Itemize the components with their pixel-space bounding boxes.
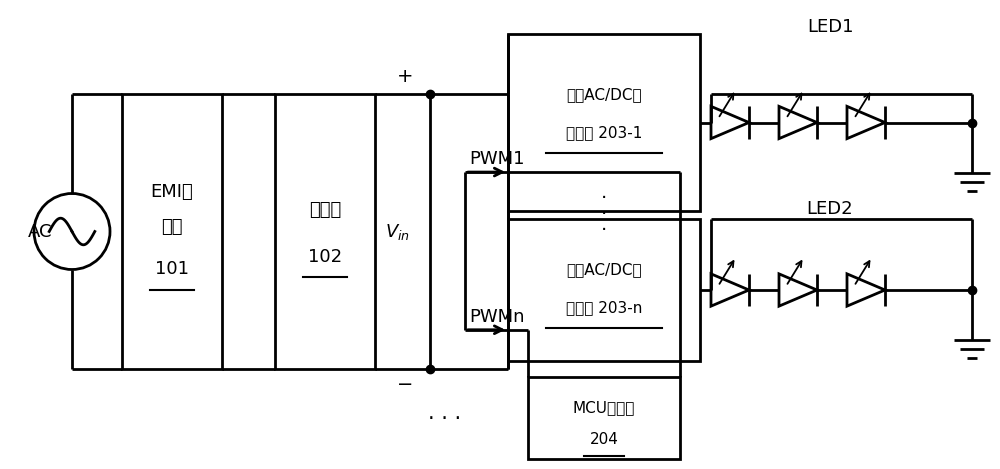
- Text: 单级AC/DC恒: 单级AC/DC恒: [566, 263, 642, 278]
- Text: AC: AC: [28, 222, 52, 241]
- Text: +: +: [397, 67, 413, 86]
- Bar: [122, 94, 222, 369]
- Bar: [528, 377, 680, 459]
- Text: 单级AC/DC恒: 单级AC/DC恒: [566, 87, 642, 102]
- Text: 波器: 波器: [161, 218, 183, 235]
- Text: 102: 102: [308, 248, 342, 265]
- Text: 流电路 203-1: 流电路 203-1: [566, 125, 642, 140]
- Text: 204: 204: [590, 432, 618, 447]
- Bar: [508, 219, 700, 361]
- Text: EMI滤: EMI滤: [151, 182, 193, 201]
- Text: PWM1: PWM1: [469, 150, 524, 168]
- Text: · · ·: · · ·: [428, 409, 462, 429]
- Text: LED1: LED1: [807, 18, 853, 36]
- Text: 整流桥: 整流桥: [309, 201, 341, 219]
- Text: LED2: LED2: [807, 200, 853, 218]
- Bar: [508, 34, 700, 211]
- Bar: [275, 94, 375, 369]
- Text: 流电路 203-n: 流电路 203-n: [566, 301, 642, 316]
- Text: 101: 101: [155, 260, 189, 279]
- Text: −: −: [397, 375, 413, 394]
- Text: $V_{in}$: $V_{in}$: [385, 221, 409, 242]
- Text: PWMn: PWMn: [469, 308, 524, 326]
- Text: ·
·
·: · · ·: [601, 189, 607, 240]
- Text: MCU控制器: MCU控制器: [573, 401, 635, 416]
